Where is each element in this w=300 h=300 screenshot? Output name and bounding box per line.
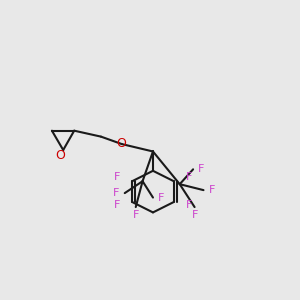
Text: O: O xyxy=(55,149,65,162)
Text: F: F xyxy=(114,172,121,182)
Text: O: O xyxy=(116,137,126,150)
Text: F: F xyxy=(158,193,164,202)
Text: F: F xyxy=(198,164,205,174)
Text: F: F xyxy=(114,200,121,210)
Text: F: F xyxy=(185,200,192,210)
Text: F: F xyxy=(191,210,198,220)
Text: F: F xyxy=(133,210,139,220)
Text: F: F xyxy=(185,172,192,182)
Text: F: F xyxy=(208,185,215,195)
Text: F: F xyxy=(113,188,120,198)
